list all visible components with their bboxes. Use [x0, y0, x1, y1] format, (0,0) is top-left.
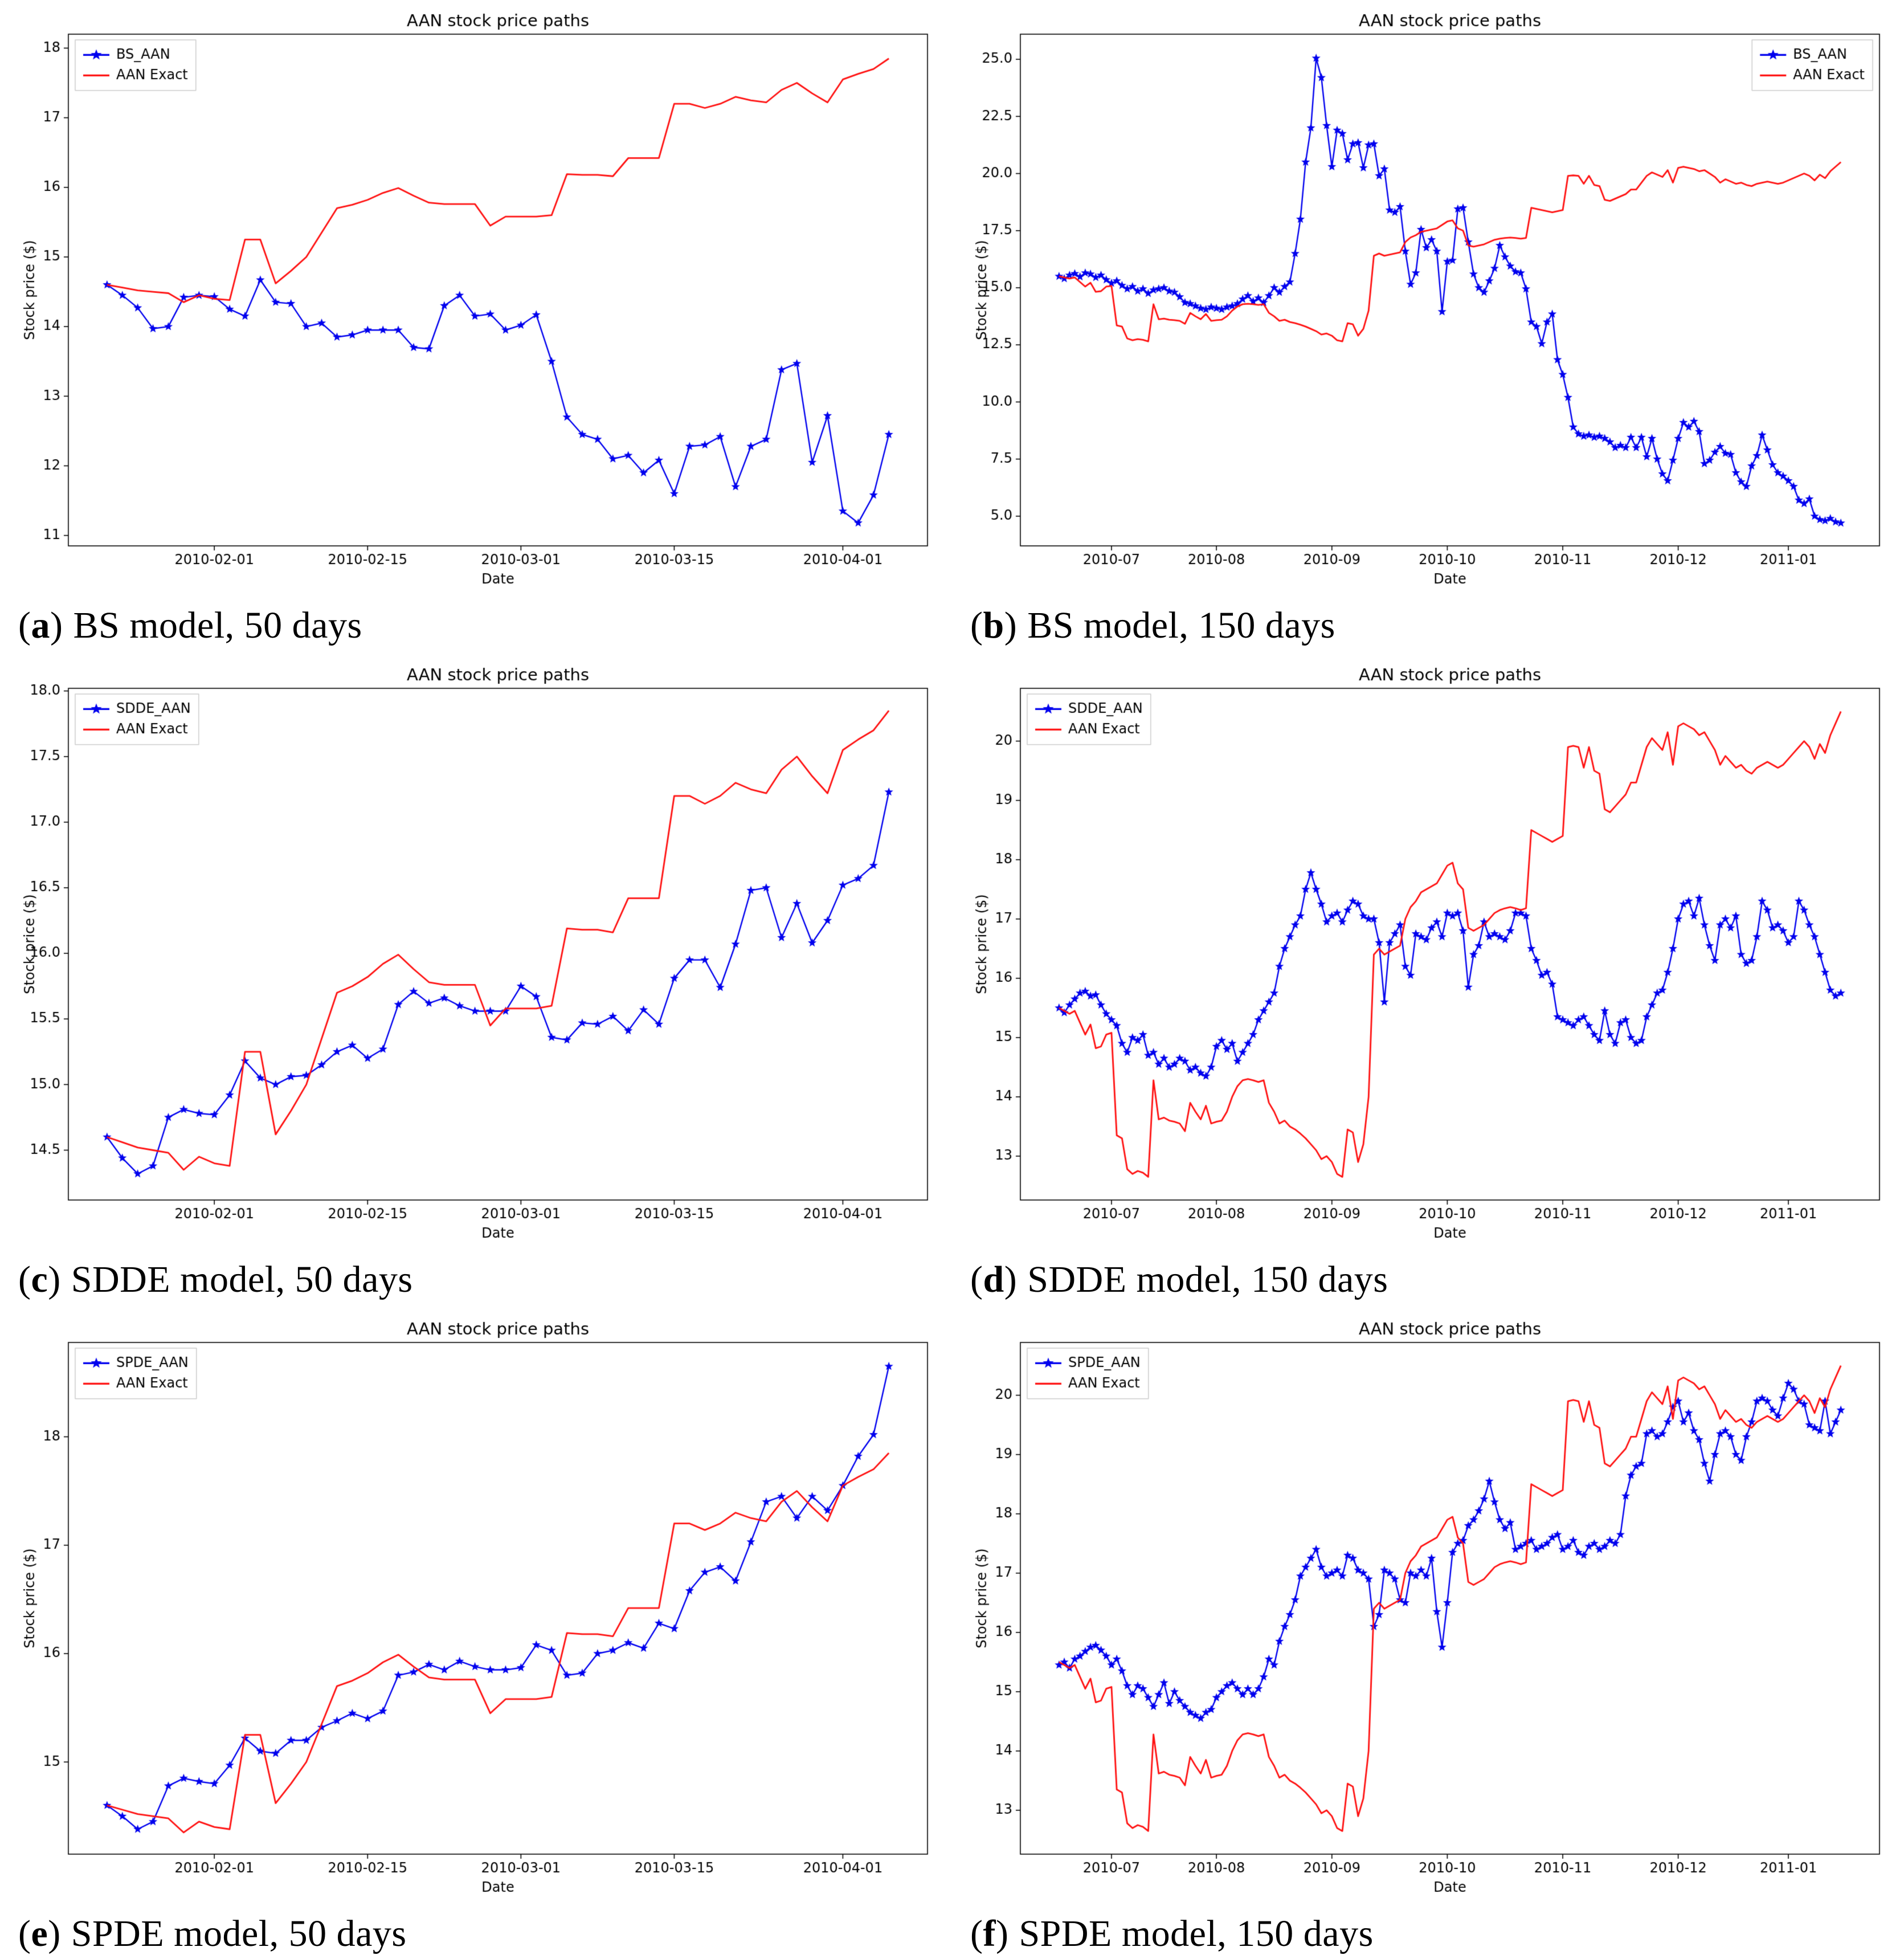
figure-e: (e) SPDE model, 50 days	[0, 1315, 952, 1959]
caption-e: (e) SPDE model, 50 days	[18, 1912, 407, 1956]
caption-paren: (	[970, 1913, 983, 1954]
figure-d: (d) SDDE model, 150 days	[952, 661, 1904, 1305]
chart-canvas-bs-50	[16, 7, 939, 594]
caption-letter: a	[31, 605, 50, 646]
caption-paren: (	[18, 1259, 31, 1300]
chart-canvas-sdde-150	[968, 661, 1891, 1248]
caption-letter: b	[983, 605, 1004, 646]
figure-f: (f) SPDE model, 150 days	[952, 1315, 1904, 1959]
caption-paren: )	[995, 1913, 1009, 1954]
caption-c: (c) SDDE model, 50 days	[18, 1258, 413, 1301]
caption-letter: f	[983, 1913, 996, 1954]
caption-a: (a) BS model, 50 days	[18, 604, 362, 647]
caption-paren: (	[970, 605, 983, 646]
figure-c: (c) SDDE model, 50 days	[0, 661, 952, 1305]
caption-paren: (	[18, 1913, 31, 1954]
chart-canvas-bs-150	[968, 7, 1891, 594]
caption-paren: (	[18, 605, 31, 646]
caption-paren: )	[48, 1913, 61, 1954]
caption-text: SDDE model, 150 days	[1027, 1259, 1388, 1300]
caption-letter: e	[31, 1913, 48, 1954]
caption-text: SPDE model, 150 days	[1019, 1913, 1374, 1954]
caption-paren: )	[50, 605, 63, 646]
chart-canvas-sdde-50	[16, 661, 939, 1248]
caption-d: (d) SDDE model, 150 days	[970, 1258, 1388, 1301]
caption-text: SDDE model, 50 days	[71, 1259, 413, 1300]
caption-f: (f) SPDE model, 150 days	[970, 1912, 1374, 1956]
caption-text: SPDE model, 50 days	[71, 1913, 407, 1954]
caption-text: BS model, 50 days	[73, 605, 362, 646]
caption-paren: )	[1004, 1259, 1018, 1300]
caption-paren: )	[48, 1259, 61, 1300]
chart-canvas-spde-150	[968, 1315, 1891, 1902]
figure-b: (b) BS model, 150 days	[952, 7, 1904, 651]
caption-letter: c	[31, 1259, 48, 1300]
chart-canvas-spde-50	[16, 1315, 939, 1902]
figure-a: (a) BS model, 50 days	[0, 7, 952, 651]
caption-paren: (	[970, 1259, 983, 1300]
caption-paren: )	[1004, 605, 1018, 646]
caption-b: (b) BS model, 150 days	[970, 604, 1335, 647]
caption-text: BS model, 150 days	[1027, 605, 1335, 646]
caption-letter: d	[983, 1259, 1004, 1300]
